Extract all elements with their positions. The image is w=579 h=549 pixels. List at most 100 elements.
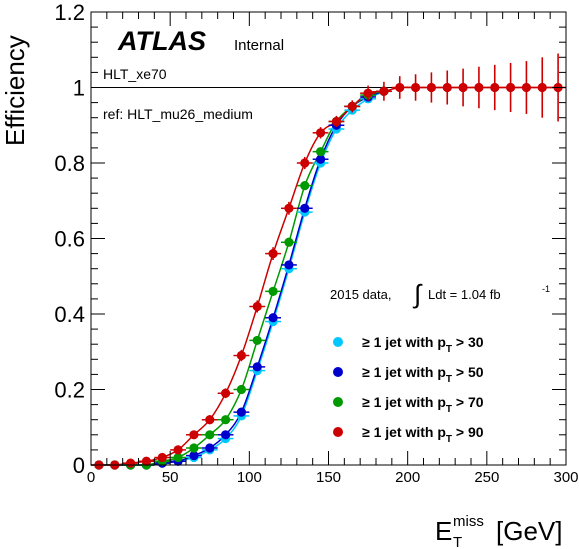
data-point xyxy=(236,350,247,361)
x-tick-label: 50 xyxy=(162,469,179,486)
data-point xyxy=(189,443,199,453)
data-point xyxy=(331,116,342,127)
legend-label-main: ≥ 1 jet with p xyxy=(362,424,446,440)
data-point xyxy=(157,452,167,463)
data-point xyxy=(284,237,294,247)
legend-label-main: ≥ 1 jet with p xyxy=(362,334,446,350)
legend-label: ≥ 1 jet with pT > 50 xyxy=(362,364,484,385)
data-point xyxy=(125,458,136,468)
legend-label-sub: T xyxy=(446,434,452,445)
y-tick-label: 0.2 xyxy=(54,378,85,403)
legend-label-sub: T xyxy=(446,374,452,385)
data-point xyxy=(395,82,405,93)
data-point xyxy=(173,445,183,455)
y-tick-label: 0.8 xyxy=(54,151,85,176)
data-point xyxy=(315,128,326,138)
legend-label: ≥ 1 jet with pT > 30 xyxy=(362,334,484,355)
data-point xyxy=(363,88,373,98)
x-axis-label-main: E xyxy=(435,516,452,546)
legend-item-2: ≥ 1 jet with pT > 70 xyxy=(333,394,484,415)
data-point xyxy=(490,82,500,93)
data-point xyxy=(252,362,262,372)
legend-label: ≥ 1 jet with pT > 70 xyxy=(362,394,484,415)
y-tick-label: 0.4 xyxy=(54,302,85,327)
x-tick-label: 300 xyxy=(553,469,578,486)
trigger-label: HLT_xe70 xyxy=(103,66,167,82)
legend-marker xyxy=(333,427,343,437)
x-tick-label: 200 xyxy=(395,469,420,486)
data-point xyxy=(205,415,215,425)
x-tick-label: 250 xyxy=(474,469,499,486)
data-point xyxy=(284,260,294,270)
dataset-label: 2015 data, xyxy=(330,287,391,302)
data-point xyxy=(505,82,516,93)
data-point xyxy=(268,313,278,323)
x-tick-label: 100 xyxy=(237,469,262,486)
data-point xyxy=(205,430,215,440)
data-point xyxy=(537,82,547,93)
legend-marker xyxy=(333,367,343,377)
integral-symbol: ∫ xyxy=(412,279,423,309)
legend-item-1: ≥ 1 jet with pT > 50 xyxy=(333,364,484,385)
data-point xyxy=(189,430,199,440)
data-point xyxy=(474,82,484,93)
data-point xyxy=(205,443,215,453)
data-point xyxy=(379,86,389,96)
legend-label-sub: T xyxy=(446,404,452,415)
data-point xyxy=(521,82,532,93)
legend-item-3: ≥ 1 jet with pT > 90 xyxy=(333,424,484,445)
data-point xyxy=(458,82,468,93)
lumi-label: Ldt = 1.04 fb xyxy=(428,287,501,302)
legend-label-main: ≥ 1 jet with p xyxy=(362,394,446,410)
fit-curves xyxy=(98,86,559,467)
axes: 0 50 100 150 200 250 300 0 0.2 0.4 0.6 0.8 1 1.2 xyxy=(54,0,578,486)
data-point xyxy=(173,452,183,463)
reference-label: ref: HLT_mu26_medium xyxy=(103,106,253,122)
data-point xyxy=(252,335,262,346)
x-axis-label-sub: T xyxy=(453,534,462,549)
legend-label-tail: > 30 xyxy=(452,334,484,350)
y-tick-label: 1 xyxy=(73,76,85,101)
data-point xyxy=(442,82,452,93)
data-point xyxy=(236,384,247,395)
data-point xyxy=(426,82,437,93)
legend-label-tail: > 70 xyxy=(452,394,484,410)
legend-marker xyxy=(333,397,343,407)
x-axis-label: E miss T [GeV] xyxy=(435,513,562,549)
data-point xyxy=(268,249,278,259)
lumi-exponent: -1 xyxy=(542,284,550,294)
data-point xyxy=(300,158,310,168)
y-axis-label: Efficiency xyxy=(0,35,30,146)
legend-marker xyxy=(333,337,343,347)
atlas-label: ATLAS xyxy=(117,26,206,56)
atlas-status: Internal xyxy=(234,37,284,54)
x-axis-label-sup: miss xyxy=(453,513,484,530)
data-point xyxy=(236,407,247,417)
legend-label-tail: > 50 xyxy=(452,364,484,380)
data-point xyxy=(315,147,326,157)
x-tick-label: 150 xyxy=(316,469,341,486)
data-point xyxy=(300,203,310,213)
data-point xyxy=(315,154,326,164)
y-tick-label: 0.6 xyxy=(54,227,85,252)
x-axis-label-unit: [GeV] xyxy=(496,516,562,546)
x-tick-label: 0 xyxy=(87,469,95,486)
data-point xyxy=(284,203,294,213)
legend: ≥ 1 jet with pT > 30≥ 1 jet with pT > 50… xyxy=(333,334,484,445)
series-1 xyxy=(91,86,392,470)
data-point xyxy=(268,286,278,296)
data-point xyxy=(189,450,199,461)
legend-label-sub: T xyxy=(446,344,452,355)
data-point xyxy=(410,82,421,93)
legend-label: ≥ 1 jet with pT > 90 xyxy=(362,424,484,445)
legend-item-0: ≥ 1 jet with pT > 30 xyxy=(333,334,484,355)
legend-label-tail: > 90 xyxy=(452,424,484,440)
data-point xyxy=(141,456,152,466)
data-point xyxy=(347,101,357,111)
data-point xyxy=(220,415,231,425)
y-tick-label: 1.2 xyxy=(54,0,85,25)
data-point xyxy=(252,301,262,312)
y-tick-label: 0 xyxy=(73,453,85,478)
data-point xyxy=(220,430,231,440)
